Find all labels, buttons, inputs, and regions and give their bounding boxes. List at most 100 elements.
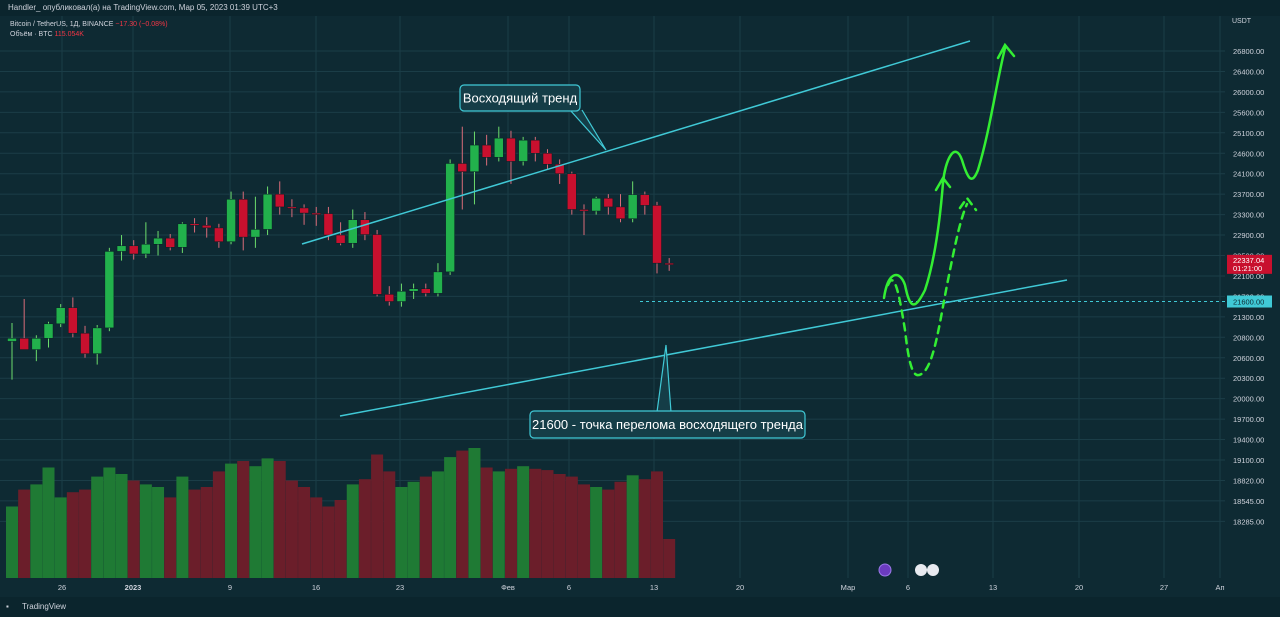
annotation-breakpoint-pointer bbox=[656, 344, 672, 413]
legend-symbol-row: Bitcoin / TetherUS, 1Д, BINANCE −17.30 (… bbox=[10, 20, 168, 30]
annotation-uptrend-text: Восходящий тренд bbox=[463, 91, 578, 106]
y-tick-label: 20000.00 bbox=[1233, 395, 1264, 404]
legend-symbol[interactable]: Bitcoin / TetherUS, 1Д, BINANCE bbox=[10, 21, 114, 28]
candle-body bbox=[396, 291, 407, 302]
candle-body bbox=[116, 245, 127, 252]
candle-body bbox=[457, 163, 468, 172]
volume-bar bbox=[212, 471, 225, 578]
y-tick-label: 18820.00 bbox=[1233, 476, 1264, 485]
candle-body bbox=[421, 288, 431, 294]
candle-body bbox=[55, 307, 66, 325]
volume-bar bbox=[383, 471, 396, 578]
legend-change: −17.30 (−0.08%) bbox=[115, 21, 168, 28]
event-us-flag-icon bbox=[927, 564, 939, 576]
y-tick-label: 26400.00 bbox=[1233, 67, 1264, 76]
candle-body bbox=[177, 223, 188, 248]
volume-bar bbox=[407, 481, 420, 578]
candle-body bbox=[591, 197, 601, 212]
x-tick-label: 6 bbox=[567, 583, 571, 592]
legend-volume-row: Объём · BTC 115.054K bbox=[10, 30, 168, 40]
volume-bar bbox=[225, 463, 238, 578]
volume-bar bbox=[565, 476, 578, 578]
volume-bar bbox=[626, 475, 639, 578]
x-tick-label: 26 bbox=[58, 583, 66, 592]
candle-body bbox=[153, 237, 163, 245]
footer-brand[interactable]: TradingView bbox=[22, 602, 67, 611]
volume-bar bbox=[115, 474, 128, 578]
candle-body bbox=[311, 212, 321, 215]
candle-body bbox=[518, 139, 528, 162]
legend-volume-label[interactable]: Объём · BTC bbox=[10, 31, 53, 38]
candle-body bbox=[542, 153, 553, 165]
volume-bar bbox=[6, 506, 18, 578]
y-tick-label: 24600.00 bbox=[1233, 149, 1264, 158]
candle-body bbox=[408, 288, 419, 292]
candle-body bbox=[554, 164, 565, 174]
candle-body bbox=[567, 173, 577, 210]
y-tick-label: 18545.00 bbox=[1233, 497, 1264, 506]
event-us-flag-icon bbox=[915, 564, 927, 576]
footer-bar: ▪ TradingView bbox=[0, 597, 1280, 617]
last-price-badge bbox=[1227, 254, 1272, 274]
volume-bar bbox=[91, 476, 104, 578]
y-tick-label: 23700.00 bbox=[1233, 190, 1264, 199]
candle-body bbox=[262, 193, 273, 230]
volume-bar bbox=[529, 468, 542, 578]
candle-body bbox=[603, 197, 614, 208]
y-tick-label: 21300.00 bbox=[1233, 313, 1264, 322]
y-tick-label: 26800.00 bbox=[1233, 47, 1264, 56]
candle-body bbox=[274, 193, 285, 208]
candle-body bbox=[348, 219, 358, 244]
volume-bar bbox=[261, 458, 274, 578]
candle-body bbox=[68, 307, 78, 334]
volume-bar bbox=[139, 484, 152, 578]
volume-bar bbox=[577, 484, 590, 578]
volume-bar bbox=[79, 489, 92, 578]
candle-body bbox=[530, 139, 541, 154]
candle-body bbox=[31, 338, 42, 350]
volume-bar bbox=[480, 467, 493, 578]
legend-volume-value: 115.054K bbox=[54, 31, 84, 38]
candle-body bbox=[19, 338, 29, 350]
currency-label[interactable]: USDT bbox=[1232, 18, 1252, 25]
y-tick-label: 19400.00 bbox=[1233, 436, 1264, 445]
volume-bar bbox=[651, 471, 664, 578]
y-tick-label: 26000.00 bbox=[1233, 88, 1264, 97]
volume-bar bbox=[176, 476, 189, 578]
x-tick-label: 23 bbox=[396, 583, 404, 592]
level-price-badge bbox=[1227, 295, 1272, 308]
candle-body bbox=[494, 137, 504, 158]
candle-body bbox=[214, 227, 224, 242]
tradingview-logo-icon[interactable]: ▪ bbox=[6, 602, 9, 611]
volume-bar bbox=[298, 487, 311, 578]
countdown-label: 01:21:00 bbox=[1233, 264, 1262, 273]
level-price-label: 21600.00 bbox=[1233, 298, 1264, 307]
y-tick-label: 20600.00 bbox=[1233, 354, 1264, 363]
x-tick-label: 16 bbox=[312, 583, 320, 592]
y-tick-label: 18285.00 bbox=[1233, 517, 1264, 526]
candle-body bbox=[664, 262, 674, 265]
volume-bar bbox=[541, 470, 554, 578]
candle-body bbox=[652, 205, 662, 264]
y-tick-label: 22900.00 bbox=[1233, 231, 1264, 240]
candle-body bbox=[141, 244, 151, 255]
volume-bar bbox=[152, 487, 165, 578]
volume-bar bbox=[18, 489, 31, 578]
x-tick-label: 13 bbox=[989, 583, 997, 592]
volume-bar bbox=[504, 468, 517, 578]
volume-bar bbox=[237, 461, 250, 578]
candle-body bbox=[627, 194, 638, 219]
x-tick-label: 13 bbox=[650, 583, 658, 592]
x-tick-label: 2023 bbox=[125, 583, 142, 592]
volume-bar bbox=[358, 479, 371, 578]
volume-bar bbox=[188, 489, 201, 578]
candle-body bbox=[640, 194, 650, 206]
candle-body bbox=[445, 163, 455, 273]
candle-body bbox=[372, 234, 382, 295]
y-tick-label: 19700.00 bbox=[1233, 415, 1264, 424]
volume-bar bbox=[164, 497, 177, 578]
volume-bar bbox=[285, 480, 298, 578]
candle-body bbox=[201, 225, 212, 229]
candle-body bbox=[80, 332, 90, 354]
